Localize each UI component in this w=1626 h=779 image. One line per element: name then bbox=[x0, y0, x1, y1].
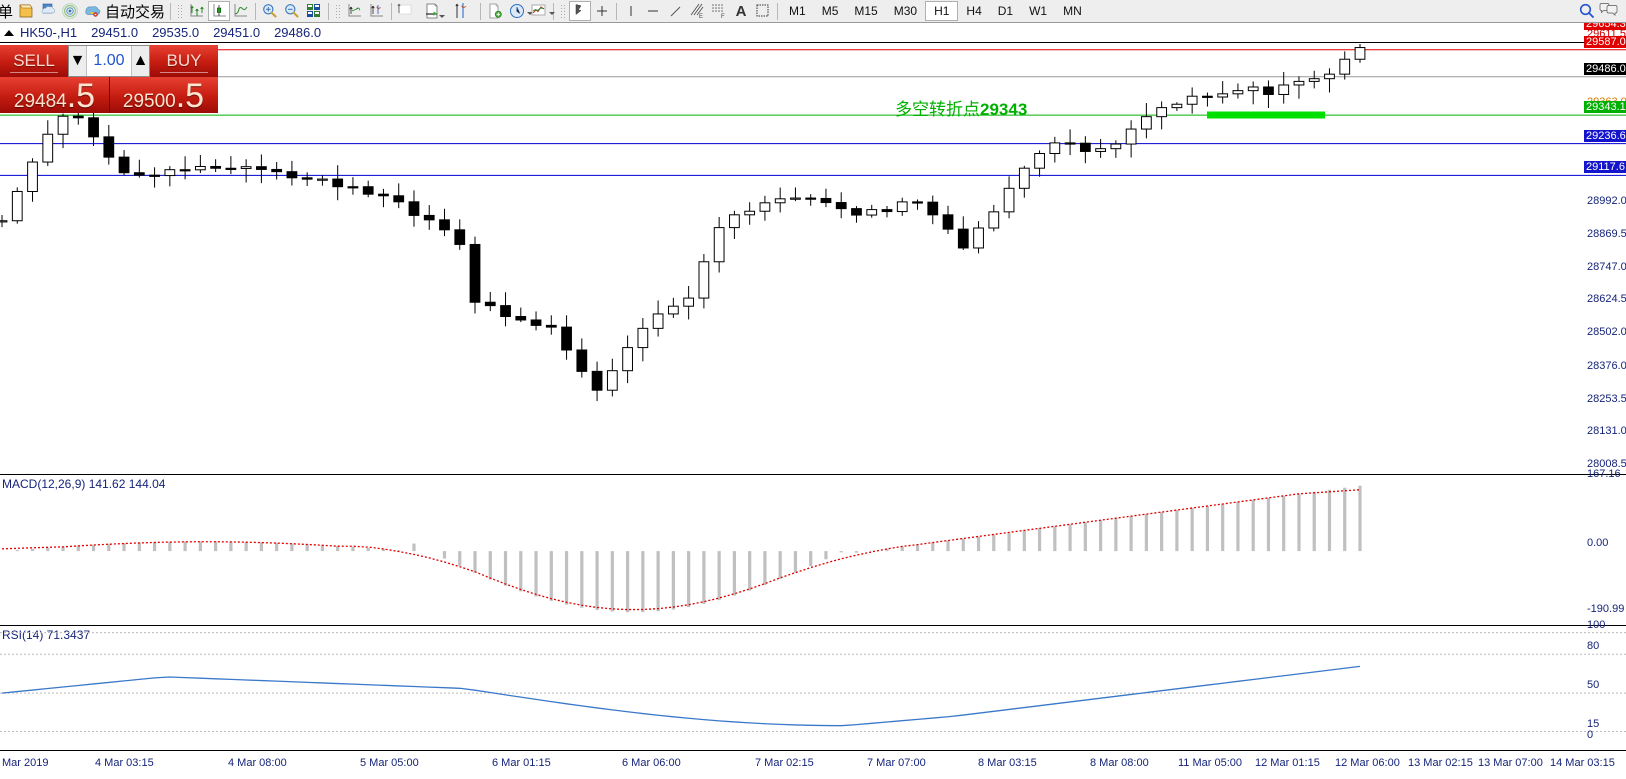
svg-text:E: E bbox=[699, 14, 703, 20]
svg-text:F: F bbox=[721, 14, 725, 20]
